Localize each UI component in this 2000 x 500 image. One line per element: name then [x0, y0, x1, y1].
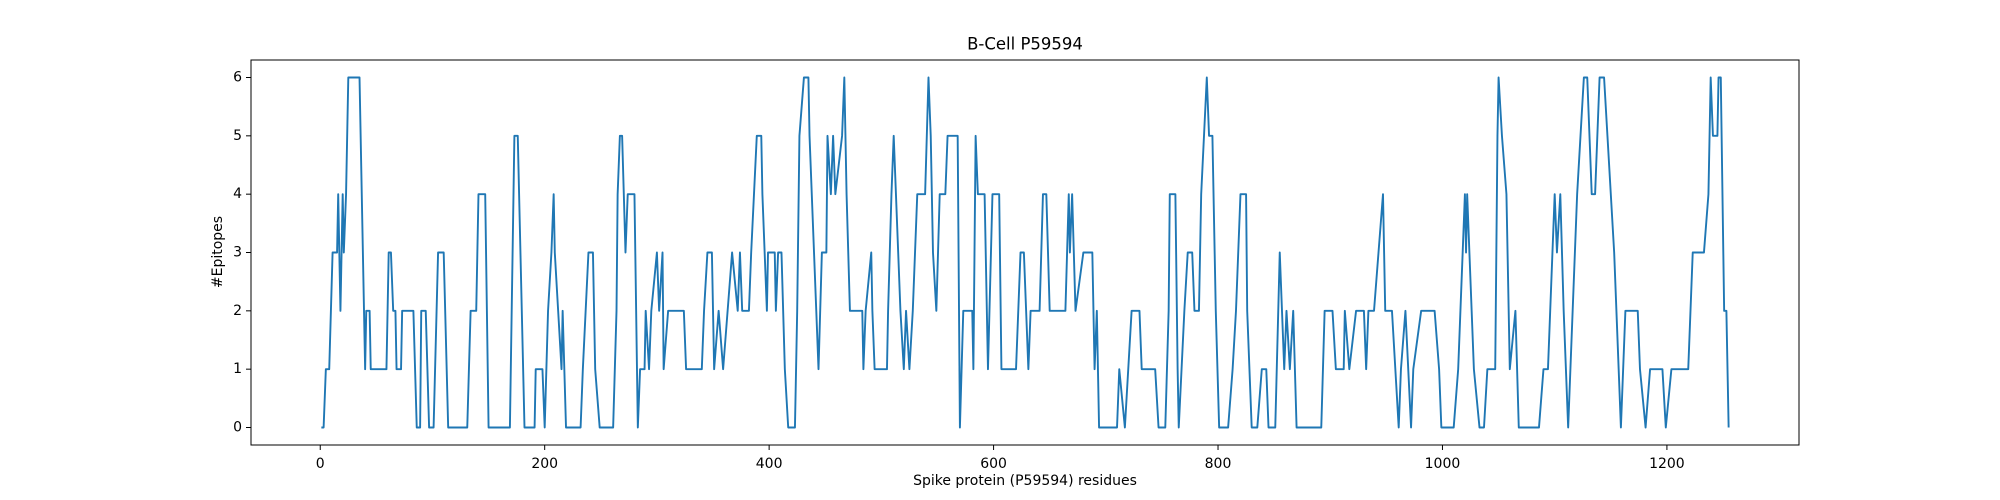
data-line [321, 76, 1730, 429]
y-tick-label: 0 [233, 420, 242, 436]
axes-frame [250, 59, 1800, 446]
y-tick-label: 3 [233, 245, 242, 261]
x-tick-label: 800 [1205, 456, 1232, 472]
x-tick-label: 0 [316, 456, 325, 472]
x-tick-label: 400 [756, 456, 783, 472]
y-tick-label: 2 [233, 303, 242, 319]
y-tick-label: 4 [233, 186, 242, 202]
y-tick-label: 1 [233, 361, 242, 377]
x-axis-label: Spike protein (P59594) residues [913, 473, 1137, 489]
y-tick-label: 6 [233, 70, 242, 86]
x-tick-label: 1000 [1425, 456, 1461, 472]
x-tick-label: 200 [531, 456, 558, 472]
x-tick-label: 1200 [1649, 456, 1685, 472]
x-tick-label: 600 [980, 456, 1007, 472]
y-tick-label: 5 [233, 128, 242, 144]
y-axis-label: #Epitopes [210, 216, 226, 288]
chart-title: B-Cell P59594 [967, 35, 1083, 54]
